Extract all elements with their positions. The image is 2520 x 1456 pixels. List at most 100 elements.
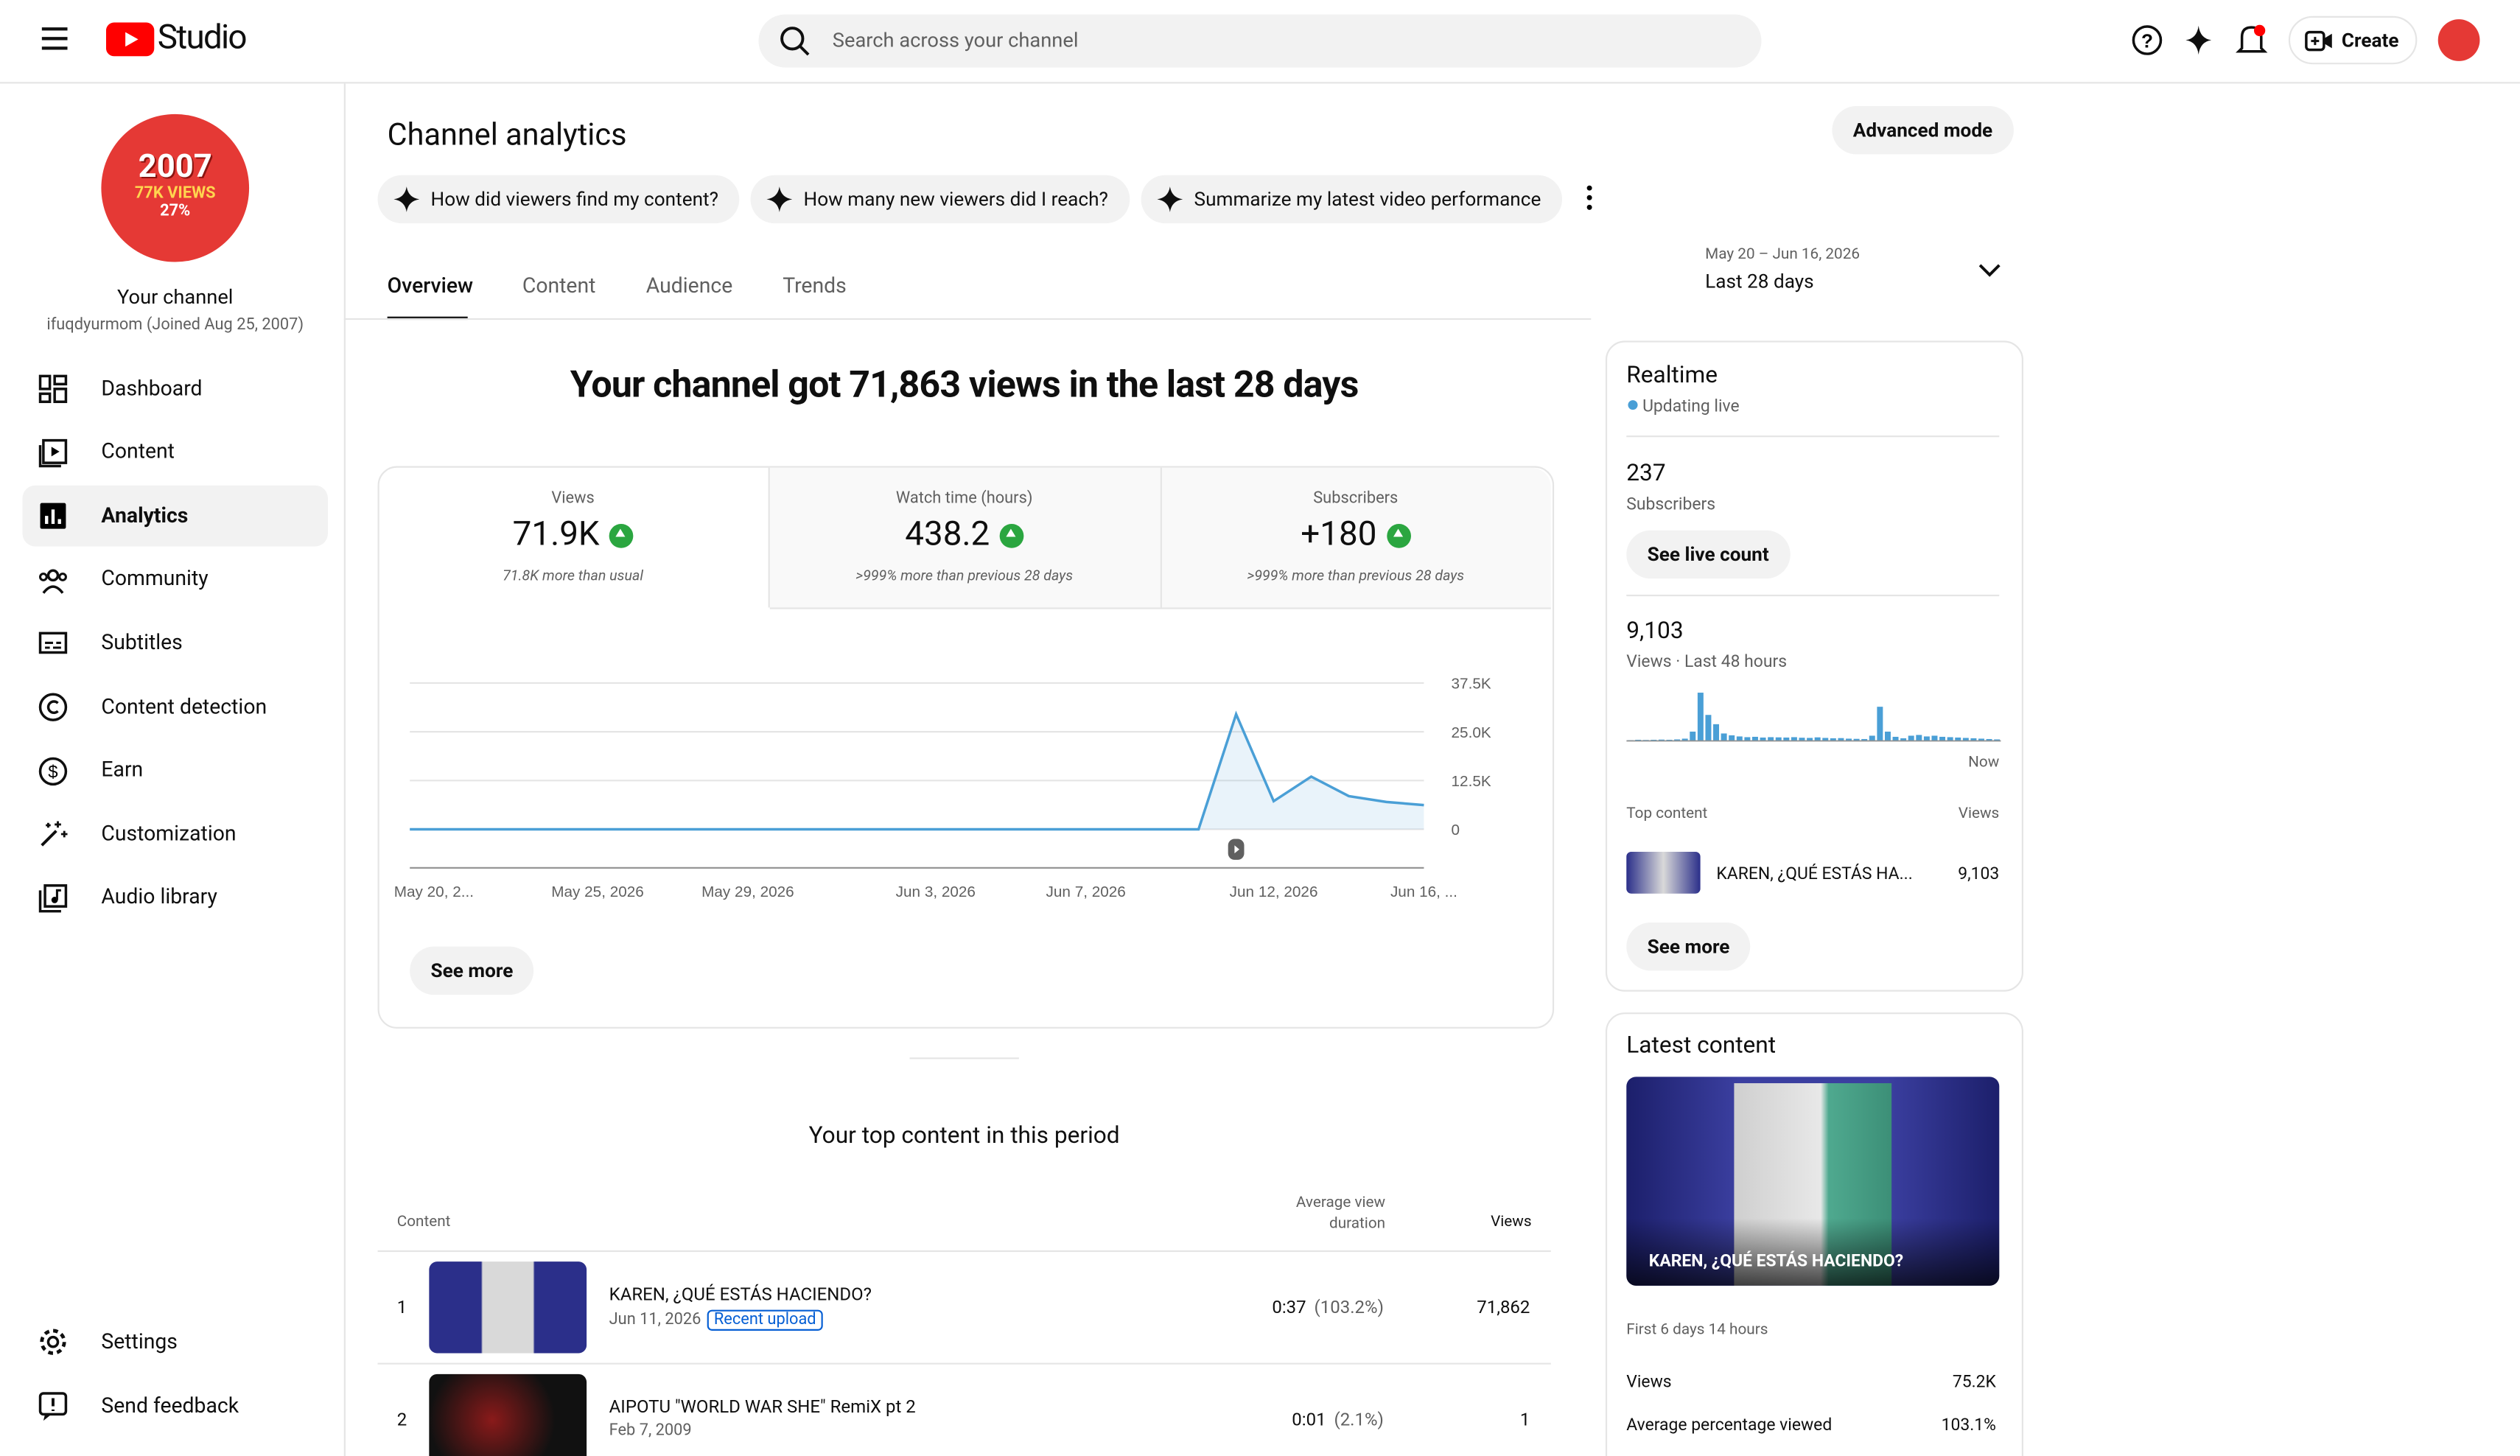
metric[interactable]: Views 71.9K 71.8K more than usual (378, 466, 769, 608)
create-label: Create (2341, 29, 2399, 52)
nav-label: Earn (101, 758, 144, 783)
nav-icon (40, 503, 66, 529)
area (410, 714, 1424, 830)
youtube-logo[interactable] (105, 22, 155, 57)
realtime-views-label: Views · Last 48 hours (1626, 651, 1788, 672)
nav-label: Customization (101, 822, 237, 847)
realtime-views: 9,103 (1626, 617, 1684, 645)
content-row[interactable]: 2 AIPOTU "WORLD WAR SHE" RemiX pt 2 Feb 7,… (378, 1373, 1551, 1456)
divider (1626, 595, 2000, 597)
tab-divider (343, 318, 1592, 321)
nav-item[interactable]: Analytics (22, 486, 328, 547)
nav-icon (39, 569, 67, 594)
metric-divider (769, 607, 1551, 609)
metric-divider (1160, 467, 1162, 608)
avatar-views: 77K VIEWS (134, 184, 216, 203)
prompt-chip[interactable]: How many new viewers did I reach? (750, 175, 1130, 224)
sparkle-icon (393, 186, 420, 212)
nav-label: Analytics (101, 504, 189, 528)
video-thumbnail[interactable] (1626, 851, 1701, 894)
nav-item[interactable]: Community (23, 549, 328, 610)
prompt-chip[interactable]: How did viewers find my content? (377, 175, 740, 224)
badge: Recent upload (707, 1309, 823, 1331)
top-content-label: Top content (1626, 805, 1708, 823)
help-button[interactable]: ? (2131, 24, 2163, 57)
top-item-title[interactable]: KAREN, ¿QUÉ ESTÁS HA... (1716, 863, 1913, 884)
ai-button[interactable] (2184, 24, 2213, 57)
menu-button[interactable] (41, 27, 68, 50)
channel-avatar[interactable]: 2007 77K VIEWS 27% (101, 113, 250, 262)
nav-label: Community (101, 567, 209, 592)
nav-item[interactable]: Dashboard (23, 358, 328, 419)
latest-thumbnail[interactable]: KAREN, ¿QUÉ ESTÁS HACIENDO? (1626, 1077, 2000, 1286)
realtime-bar (1830, 738, 1836, 741)
y-tick-label: 25.0K (1452, 724, 1491, 741)
nav-item[interactable]: Settings (23, 1312, 328, 1373)
realtime-bar (1783, 737, 1790, 741)
nav-item[interactable]: Subtitles (23, 613, 328, 674)
prompt-text: How did viewers find my content? (430, 188, 718, 211)
metric[interactable]: Watch time (hours) 438.2 >999% more than p… (769, 466, 1160, 608)
nav-item[interactable]: Content detection (23, 676, 328, 738)
divider (1626, 435, 2000, 438)
row-divider (377, 1250, 1551, 1253)
realtime-bar (1721, 733, 1727, 741)
create-button[interactable]: Create (2288, 15, 2418, 65)
realtime-bar (1807, 738, 1813, 741)
see-more-button[interactable]: See more (410, 946, 534, 995)
metric-value: 438.2 (905, 516, 990, 555)
nav-item[interactable]: Send feedback (23, 1376, 328, 1437)
see-live-count-button[interactable]: See live count (1626, 530, 1791, 579)
tab-indicator (387, 316, 468, 321)
realtime-bar (1681, 738, 1688, 741)
section-divider (909, 1057, 1019, 1060)
nav-item[interactable]: Content (23, 422, 328, 483)
advanced-mode-button[interactable]: Advanced mode (1832, 105, 2014, 155)
logo-text: Studio (157, 19, 248, 58)
col-header: Average view duration (1295, 1194, 1386, 1233)
more-button[interactable] (1585, 185, 1595, 211)
realtime-bar (1690, 731, 1696, 741)
up-indicator (1386, 522, 1411, 547)
realtime-bar (1658, 739, 1665, 741)
notifications-button[interactable] (2236, 23, 2268, 58)
realtime-bar (1955, 737, 1961, 741)
see-more-button[interactable]: See more (1626, 922, 1751, 971)
search-box[interactable]: Search across your channel (758, 14, 1762, 68)
period-dropdown[interactable] (1978, 264, 2001, 279)
line (410, 710, 1424, 831)
realtime-bar (1923, 736, 1930, 741)
tab[interactable]: Trends (783, 274, 847, 299)
svg-text:$: $ (48, 762, 57, 782)
top-item-views: 9,103 (1958, 863, 2000, 884)
realtime-status: Updating live (1642, 395, 1740, 416)
search-placeholder: Search across your channel (832, 29, 1079, 53)
avatar-pct: 27% (160, 202, 191, 220)
prompt-chip[interactable]: Summarize my latest video performance (1141, 175, 1562, 224)
realtime-bar (1822, 738, 1829, 741)
account-avatar[interactable] (2437, 19, 2480, 61)
avg-duration: 0:37 (1272, 1297, 1306, 1318)
rank: 2 (396, 1409, 407, 1431)
nav-item[interactable]: Audio library (23, 867, 328, 928)
video-date: Feb 7, 2009 (609, 1422, 692, 1441)
content-row[interactable]: 1 KAREN, ¿QUÉ ESTÁS HACIENDO? Jun 11, 2026… (378, 1261, 1551, 1354)
realtime-bar (1970, 738, 1977, 741)
tab[interactable]: Audience (645, 274, 733, 299)
tab[interactable]: Overview (387, 274, 474, 299)
realtime-bar (1713, 724, 1720, 741)
metric[interactable]: Subscribers +180 >999% more than previous … (1161, 466, 1551, 608)
realtime-bar (1877, 707, 1883, 741)
nav-item[interactable]: Customization (23, 804, 328, 865)
realtime-bar-chart (1626, 693, 2001, 742)
thumbnail-shade (1626, 1218, 2000, 1286)
latest-since: First 6 days 14 hours (1626, 1320, 1768, 1339)
channel-name: Your channel (117, 286, 234, 310)
thumbnail (429, 1373, 587, 1456)
nav-label: Content (101, 440, 175, 465)
metric-value-row: 71.9K (378, 516, 769, 554)
realtime-bar (1884, 731, 1891, 741)
tab[interactable]: Content (522, 274, 596, 299)
top-bar: Studio Search across your channel ? Crea… (0, 0, 2520, 84)
nav-item[interactable]: $ Earn (23, 741, 328, 802)
